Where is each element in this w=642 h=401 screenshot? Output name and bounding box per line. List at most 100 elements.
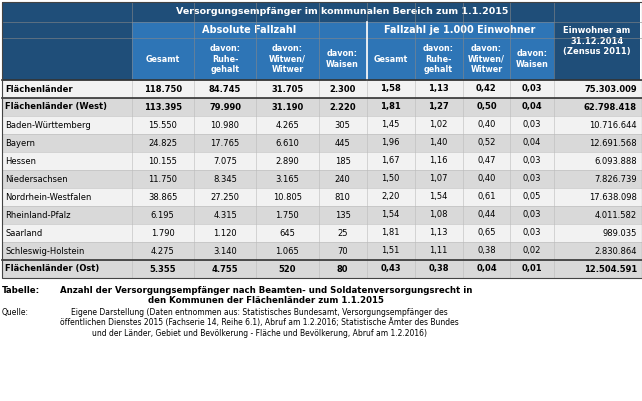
Text: 0,52: 0,52 — [477, 138, 496, 148]
Text: 17.765: 17.765 — [211, 138, 239, 148]
Text: 1,67: 1,67 — [381, 156, 400, 166]
Bar — [553, 22, 640, 38]
Text: 305: 305 — [334, 120, 351, 130]
Bar — [2, 242, 642, 260]
Bar — [553, 38, 640, 80]
Text: 31.705: 31.705 — [272, 85, 304, 93]
Text: 0,03: 0,03 — [523, 174, 541, 184]
Text: 645: 645 — [279, 229, 295, 237]
Bar — [510, 38, 553, 80]
Bar — [462, 38, 510, 80]
Text: 0,04: 0,04 — [523, 138, 541, 148]
Bar — [256, 38, 318, 80]
Bar — [2, 206, 642, 224]
Text: 0,61: 0,61 — [477, 192, 496, 201]
Text: 0,50: 0,50 — [476, 103, 497, 111]
Text: Gesamt: Gesamt — [374, 55, 408, 63]
Text: 1,81: 1,81 — [381, 229, 400, 237]
Text: 0,40: 0,40 — [477, 120, 496, 130]
Text: 24.825: 24.825 — [148, 138, 177, 148]
Text: 10.716.644: 10.716.644 — [589, 120, 637, 130]
Bar — [553, 2, 640, 22]
Text: 1.065: 1.065 — [275, 247, 299, 255]
Bar — [2, 152, 642, 170]
Text: 0,43: 0,43 — [380, 265, 401, 273]
Text: Bayern: Bayern — [5, 138, 35, 148]
Text: 3.140: 3.140 — [213, 247, 237, 255]
Text: 0,03: 0,03 — [523, 211, 541, 219]
Text: 1,50: 1,50 — [381, 174, 400, 184]
Text: 1.120: 1.120 — [213, 229, 237, 237]
Text: 0,04: 0,04 — [522, 103, 542, 111]
Text: 11.750: 11.750 — [148, 174, 177, 184]
Bar — [367, 22, 553, 38]
Text: Baden-Württemberg: Baden-Württemberg — [5, 120, 91, 130]
Bar — [132, 2, 553, 22]
Bar — [318, 38, 367, 80]
Text: Schleswig-Holstein: Schleswig-Holstein — [5, 247, 84, 255]
Bar — [132, 22, 367, 38]
Bar — [2, 170, 642, 188]
Text: 1,81: 1,81 — [380, 103, 401, 111]
Text: 1,58: 1,58 — [380, 85, 401, 93]
Text: 7.826.739: 7.826.739 — [594, 174, 637, 184]
Text: 0,03: 0,03 — [523, 229, 541, 237]
Text: 0,65: 0,65 — [477, 229, 496, 237]
Text: Tabelle:: Tabelle: — [2, 286, 40, 295]
Bar — [2, 22, 132, 38]
Text: 1,08: 1,08 — [429, 211, 447, 219]
Bar — [2, 116, 642, 134]
Bar — [367, 38, 415, 80]
Text: 1,16: 1,16 — [429, 156, 447, 166]
Text: davon:
Waisen: davon: Waisen — [516, 49, 548, 69]
Text: 12.691.568: 12.691.568 — [589, 138, 637, 148]
Bar — [2, 2, 642, 278]
Text: 2.830.864: 2.830.864 — [594, 247, 637, 255]
Bar — [415, 38, 462, 80]
Text: 1,11: 1,11 — [429, 247, 447, 255]
Text: 1,13: 1,13 — [429, 229, 447, 237]
Text: Absolute Fallzahl: Absolute Fallzahl — [202, 25, 296, 35]
Text: 4.315: 4.315 — [213, 211, 237, 219]
Text: 3.165: 3.165 — [275, 174, 299, 184]
Text: Flächenländer (Ost): Flächenländer (Ost) — [5, 265, 100, 273]
Text: 1,13: 1,13 — [428, 85, 449, 93]
Text: 10.805: 10.805 — [273, 192, 302, 201]
Text: 1,51: 1,51 — [381, 247, 400, 255]
Text: 118.750: 118.750 — [144, 85, 182, 93]
Text: 1.790: 1.790 — [151, 229, 175, 237]
Text: 38.865: 38.865 — [148, 192, 177, 201]
Text: 4.265: 4.265 — [275, 120, 299, 130]
Text: Flächenländer (West): Flächenländer (West) — [5, 103, 107, 111]
Text: Gesamt: Gesamt — [146, 55, 180, 63]
Text: 810: 810 — [334, 192, 351, 201]
Text: 135: 135 — [334, 211, 351, 219]
Text: 80: 80 — [337, 265, 349, 273]
Text: 185: 185 — [334, 156, 351, 166]
Text: 10.980: 10.980 — [211, 120, 239, 130]
Bar — [132, 38, 194, 80]
Text: 1,54: 1,54 — [381, 211, 400, 219]
Text: 8.345: 8.345 — [213, 174, 237, 184]
Text: 4.275: 4.275 — [151, 247, 175, 255]
Text: 1,27: 1,27 — [428, 103, 449, 111]
Text: davon:
Waisen: davon: Waisen — [326, 49, 359, 69]
Text: 0,03: 0,03 — [523, 120, 541, 130]
Text: 0,38: 0,38 — [428, 265, 449, 273]
Text: 1,96: 1,96 — [381, 138, 400, 148]
Bar — [2, 38, 132, 80]
Bar — [194, 38, 256, 80]
Text: davon:
Ruhe-
gehalt: davon: Ruhe- gehalt — [423, 44, 454, 74]
Text: davon:
Witwen/
Witwer: davon: Witwen/ Witwer — [269, 44, 306, 74]
Bar — [2, 98, 642, 116]
Text: 5.355: 5.355 — [150, 265, 176, 273]
Text: 1,07: 1,07 — [429, 174, 447, 184]
Text: 62.798.418: 62.798.418 — [584, 103, 637, 111]
Text: 989.035: 989.035 — [603, 229, 637, 237]
Text: 0,40: 0,40 — [477, 174, 496, 184]
Text: 1,40: 1,40 — [429, 138, 447, 148]
Bar — [2, 188, 642, 206]
Text: 6.610: 6.610 — [275, 138, 299, 148]
Text: 10.155: 10.155 — [148, 156, 177, 166]
Text: 0,01: 0,01 — [522, 265, 542, 273]
